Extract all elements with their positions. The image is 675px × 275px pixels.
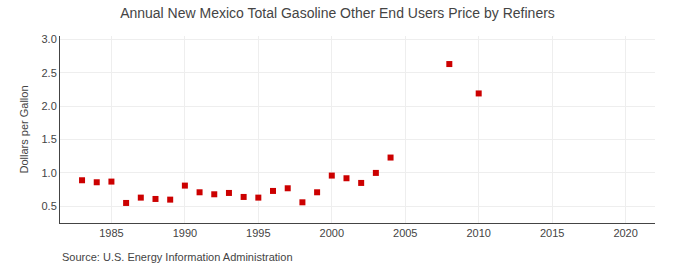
svg-text:2.5: 2.5 xyxy=(42,67,57,79)
svg-text:3.0: 3.0 xyxy=(42,33,57,45)
svg-text:1.5: 1.5 xyxy=(42,133,57,145)
svg-text:1985: 1985 xyxy=(99,227,123,239)
svg-text:Dollars per Gallon: Dollars per Gallon xyxy=(18,85,30,173)
svg-text:2020: 2020 xyxy=(613,227,637,239)
svg-text:1990: 1990 xyxy=(173,227,197,239)
svg-text:2015: 2015 xyxy=(540,227,564,239)
svg-text:2000: 2000 xyxy=(320,227,344,239)
svg-text:2005: 2005 xyxy=(393,227,417,239)
svg-text:2010: 2010 xyxy=(466,227,490,239)
svg-text:0.5: 0.5 xyxy=(42,200,57,212)
svg-text:Source: U.S. Energy Informatio: Source: U.S. Energy Information Administ… xyxy=(62,251,293,263)
svg-text:1.0: 1.0 xyxy=(42,167,57,179)
svg-text:Annual New Mexico Total Gasoli: Annual New Mexico Total Gasoline Other E… xyxy=(120,5,555,21)
svg-text:2.0: 2.0 xyxy=(42,100,57,112)
svg-text:1995: 1995 xyxy=(246,227,270,239)
